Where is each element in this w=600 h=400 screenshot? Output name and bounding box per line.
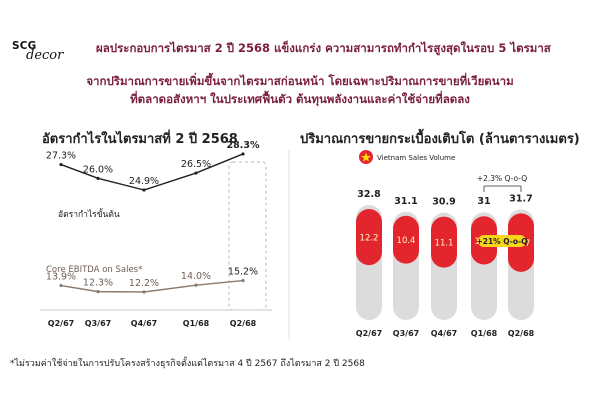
scg-decor-logo: SCG decor <box>12 40 74 70</box>
total-volume-label: 32.8 <box>357 189 381 200</box>
gross-margin-data-label: 26.0% <box>83 164 113 175</box>
volume-x-tick-label: Q2/68 <box>508 329 535 338</box>
volume-x-tick-label: Q4/67 <box>431 329 457 338</box>
ebitda-series-label: Core EBITDA on Sales* <box>46 265 142 275</box>
total-volume-label: 31.1 <box>394 196 417 207</box>
margin-x-tick-label: Q2/67 <box>48 319 74 328</box>
gross-margin-point <box>241 152 245 156</box>
footnote: *ไม่รวมค่าใช้จ่ายในการปรับโครงสร้างธุรกิ… <box>10 359 365 369</box>
volume-x-tick-label: Q3/67 <box>393 329 419 338</box>
volume-x-tick-label: Q1/68 <box>471 329 498 338</box>
vietnam-volume-label: 11.1 <box>435 239 454 249</box>
subtitle-line-1: จากปริมาณการขายเพิ่มขึ้นจากไตรมาสก่อนหน้… <box>86 74 514 88</box>
ebitda-point <box>59 283 63 288</box>
gross-margin-point <box>142 188 146 192</box>
ebitda-data-label: 12.2% <box>129 278 159 289</box>
ebitda-point <box>194 283 198 287</box>
legend-vietnam-sales-volume: Vietnam Sales Volume <box>377 154 455 162</box>
vietnam-volume-bar <box>431 216 457 268</box>
total-volume-label: 30.9 <box>432 197 455 208</box>
gross-margin-data-label: 27.3% <box>46 151 76 162</box>
highlight-box-q2-68 <box>228 161 267 311</box>
vietnam-volume-label: 10.4 <box>397 236 416 246</box>
ebitda-data-label: 14.0% <box>181 271 211 282</box>
vietnam-flag-star <box>361 152 371 162</box>
margin-x-tick-label: Q2/68 <box>230 319 257 328</box>
ebitda-point <box>241 279 245 283</box>
gross-margin-data-label: 28.3% <box>227 140 260 151</box>
ebitda-point <box>96 290 100 294</box>
volume-x-tick-label: Q2/67 <box>356 329 382 338</box>
ebitda-point <box>142 290 146 294</box>
gross-margin-series-label: อัตรากำไรขั้นต้น <box>58 208 120 220</box>
total-volume-label: 31.7 <box>509 193 532 204</box>
logo-scg-text: SCG <box>12 40 37 52</box>
volume-chart-title: ปริมาณการขายกระเบื้องเติบโต (ล้านตารางเม… <box>300 132 580 147</box>
ebitda-data-label: 13.9% <box>46 272 76 283</box>
qoq-vietnam-pill <box>478 235 526 247</box>
margin-x-tick-label: Q1/68 <box>183 319 210 328</box>
vietnam-volume-bar <box>356 209 382 266</box>
vietnam-volume-label: 12.2 <box>360 234 379 244</box>
gross-margin-point <box>59 162 63 167</box>
total-volume-label: 31 <box>477 196 490 207</box>
margin-x-tick-label: Q3/67 <box>85 319 111 328</box>
margin-x-tick-label: Q4/67 <box>131 319 157 328</box>
gross-margin-data-label: 24.9% <box>129 176 159 187</box>
gross-margin-data-label: 26.5% <box>181 159 211 170</box>
vietnam-volume-bar <box>393 215 419 264</box>
margin-chart-title: อัตรากำไรในไตรมาสที่ 2 ปี 2568 <box>42 132 238 147</box>
qoq-total-annotation: +2.3% Q-o-Q <box>477 174 527 183</box>
ebitda-data-label: 15.2% <box>228 267 258 278</box>
qoq-vietnam-annotation: +21% Q-o-Q <box>476 237 527 246</box>
subtitle-line-2: ที่ตลาดอสังหาฯ ในประเทศฟื้นตัว ต้นทุนพลั… <box>130 92 470 106</box>
gross-margin-point <box>96 176 100 180</box>
logo-decor-text: decor <box>26 48 64 63</box>
ebitda-data-label: 12.3% <box>83 278 113 289</box>
page-subtitle: จากปริมาณการขายเพิ่มขึ้นจากไตรมาสก่อนหน้… <box>0 72 600 108</box>
page-headline: ผลประกอบการไตรมาส 2 ปี 2568 แข็งแกร่ง คว… <box>96 41 551 55</box>
gross-margin-point <box>194 171 198 175</box>
